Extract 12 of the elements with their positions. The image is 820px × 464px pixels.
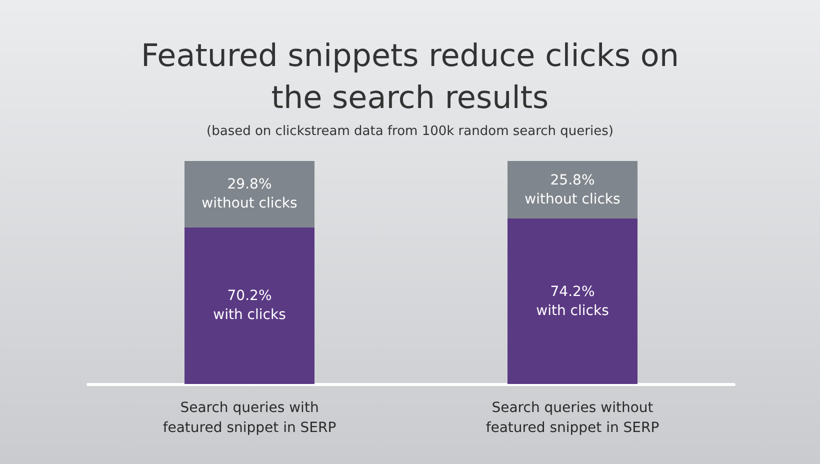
text: with clicks [536, 302, 609, 319]
x-tick-label: Search queries with featured snippet in SERP [162, 400, 336, 436]
data-label: 29.8% [227, 176, 272, 193]
series-label: without clicks [524, 191, 620, 208]
chart-subtitle: (based on clickstream data from 100k random search queries) [206, 124, 614, 139]
data-label: 25.8% [550, 172, 595, 188]
data-label: 70.2% [227, 288, 272, 304]
text: without clicks [202, 196, 298, 212]
data-label: 74.2% [550, 284, 595, 300]
chart-title: Featured snippets reduce clicks on the search results [141, 38, 679, 116]
series-label: with clicks [213, 307, 286, 324]
x-tick-label: Search queries without featured snippet in SERP [486, 400, 660, 436]
